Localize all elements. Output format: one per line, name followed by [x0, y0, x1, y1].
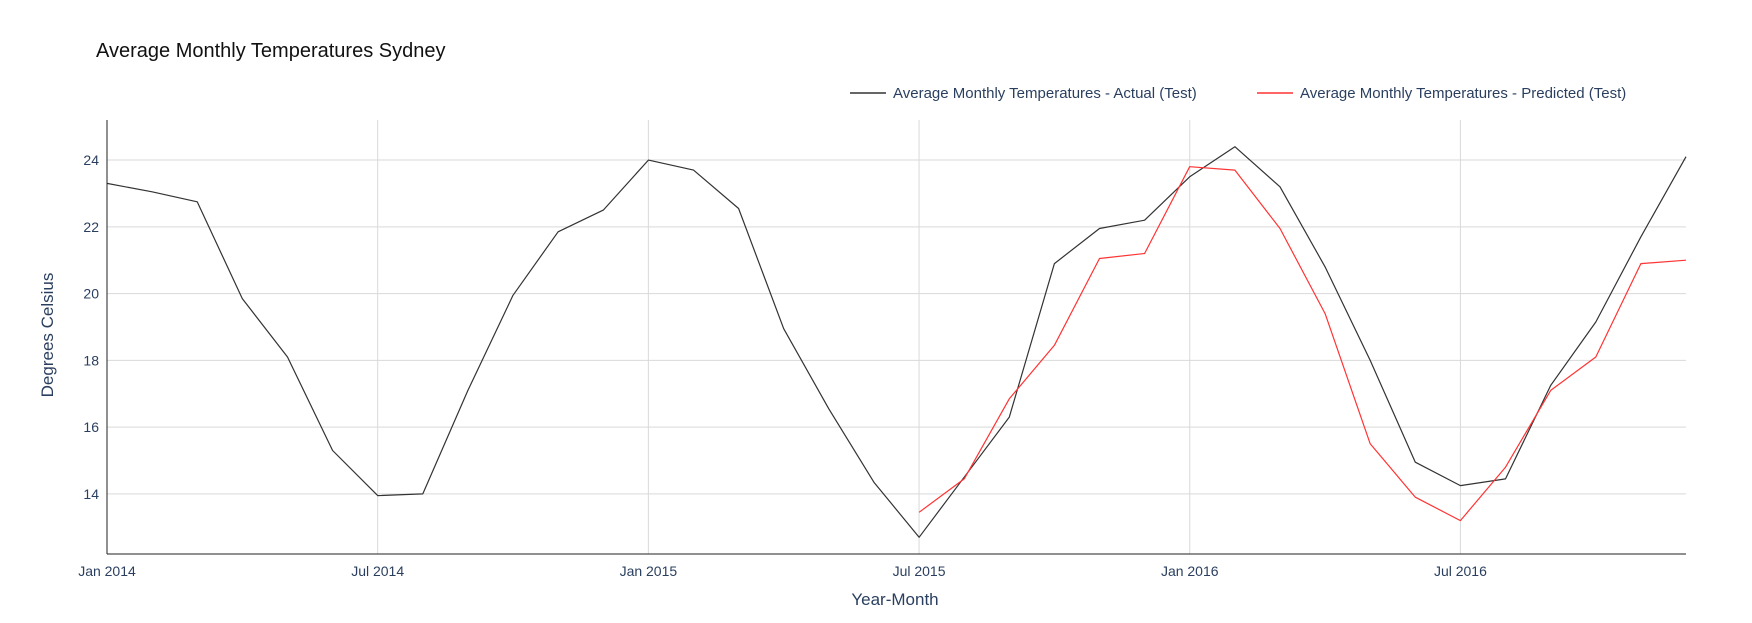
x-tick-label: Jul 2014 [351, 563, 404, 579]
y-axis-title: Degrees Celsius [38, 273, 57, 398]
series-line-actual [106, 146, 1687, 538]
axes [106, 120, 1686, 555]
x-axis-title: Year-Month [851, 590, 938, 609]
x-tick-label: Jul 2015 [893, 563, 946, 579]
y-tick-label: 22 [83, 219, 99, 235]
series-layer [106, 146, 1687, 538]
legend-label: Average Monthly Temperatures - Predicted… [1300, 85, 1626, 102]
chart-title: Average Monthly Temperatures Sydney [96, 40, 445, 62]
x-axis-ticks: Jan 2014 Jul 2014 Jan 2015 Jul 2015 Jan 2016… [78, 563, 1487, 579]
y-axis-ticks: 14 16 18 20 22 24 [83, 152, 99, 502]
y-tick-label: 14 [83, 486, 99, 502]
y-tick-label: 24 [83, 152, 99, 168]
y-tick-label: 20 [83, 286, 99, 302]
series-line-predicted [918, 166, 1687, 522]
x-tick-label: Jan 2014 [78, 563, 136, 579]
y-tick-label: 18 [83, 352, 99, 368]
legend-item-actual[interactable]: Average Monthly Temperatures - Actual (T… [850, 85, 1197, 102]
x-tick-label: Jul 2016 [1434, 563, 1487, 579]
x-tick-label: Jan 2015 [620, 563, 678, 579]
gridlines [107, 120, 1686, 554]
legend-label: Average Monthly Temperatures - Actual (T… [893, 85, 1197, 102]
legend[interactable]: Average Monthly Temperatures - Actual (T… [850, 85, 1626, 102]
y-tick-label: 16 [83, 419, 99, 435]
x-tick-label: Jan 2016 [1161, 563, 1219, 579]
legend-item-predicted[interactable]: Average Monthly Temperatures - Predicted… [1257, 85, 1626, 102]
